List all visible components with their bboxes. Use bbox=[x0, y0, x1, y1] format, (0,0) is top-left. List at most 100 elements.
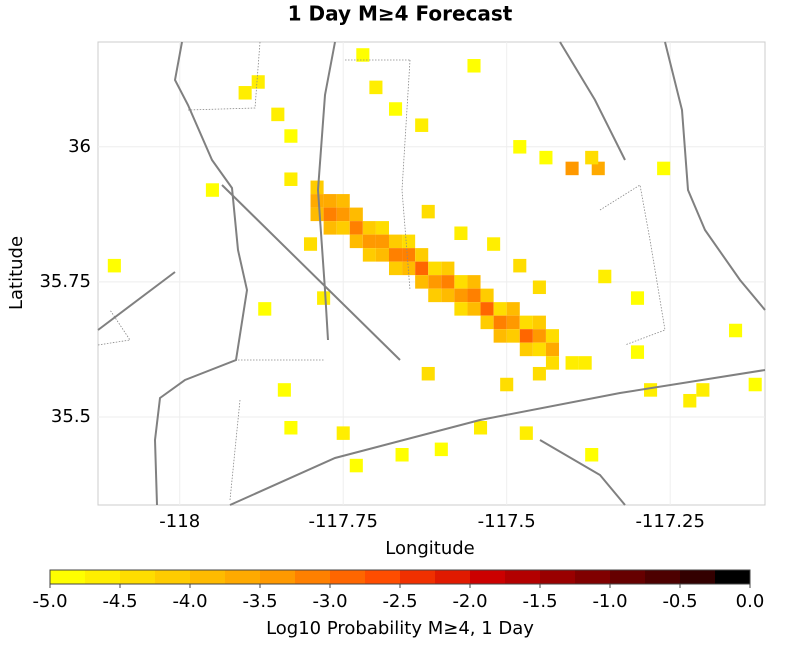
cell bbox=[362, 234, 376, 249]
cell bbox=[303, 237, 318, 251]
cell bbox=[493, 302, 507, 316]
cell bbox=[748, 377, 762, 392]
cell bbox=[454, 275, 468, 289]
cell bbox=[696, 383, 710, 397]
cell bbox=[480, 315, 494, 330]
cells bbox=[98, 42, 765, 505]
y-tick-label: 35.5 bbox=[51, 406, 91, 427]
cell bbox=[375, 234, 389, 249]
cell bbox=[506, 315, 520, 330]
cell bbox=[375, 248, 389, 262]
cell bbox=[487, 237, 501, 251]
cell bbox=[323, 207, 337, 222]
colorbar-tick-label: -1.0 bbox=[592, 591, 627, 612]
x-axis-label: Longitude bbox=[385, 538, 475, 559]
colorbar-tick-label: -1.5 bbox=[522, 591, 557, 612]
cell bbox=[598, 269, 612, 284]
cell bbox=[467, 288, 481, 303]
cell bbox=[362, 248, 376, 262]
cell bbox=[369, 80, 383, 95]
cell bbox=[388, 261, 403, 276]
cell bbox=[421, 366, 435, 381]
cell bbox=[480, 302, 494, 316]
cell bbox=[258, 302, 272, 316]
colorbar-segment bbox=[155, 570, 191, 584]
cell bbox=[375, 221, 389, 235]
cell bbox=[284, 420, 298, 435]
colorbar-segment bbox=[680, 570, 716, 584]
colorbar-segment bbox=[330, 570, 366, 584]
cell bbox=[565, 356, 579, 370]
cell bbox=[441, 288, 455, 303]
cell bbox=[349, 207, 363, 222]
colorbar-segment bbox=[190, 570, 226, 584]
cell bbox=[284, 129, 298, 143]
cell bbox=[428, 261, 442, 276]
cell bbox=[532, 329, 546, 343]
cell bbox=[310, 207, 324, 222]
cell bbox=[729, 323, 743, 338]
cell bbox=[532, 342, 546, 357]
cell bbox=[428, 288, 442, 303]
cell bbox=[500, 377, 514, 392]
colorbar-segment bbox=[470, 570, 506, 584]
cell bbox=[323, 194, 337, 208]
colorbar-segment bbox=[365, 570, 401, 584]
cell bbox=[421, 204, 435, 219]
x-tick-label: -117.75 bbox=[308, 511, 377, 532]
cell bbox=[467, 275, 481, 289]
cell bbox=[657, 161, 671, 176]
colorbar-segment bbox=[610, 570, 646, 584]
cell bbox=[415, 118, 429, 132]
cell bbox=[317, 291, 331, 305]
colorbar-segment bbox=[225, 570, 261, 584]
cell bbox=[251, 75, 265, 89]
cell bbox=[428, 275, 442, 289]
cell bbox=[519, 329, 533, 343]
cell bbox=[388, 248, 403, 262]
cell bbox=[513, 258, 527, 273]
cell bbox=[388, 234, 403, 249]
cell bbox=[362, 221, 376, 235]
colorbar-segment bbox=[295, 570, 331, 584]
x-tick-label: -118 bbox=[159, 511, 200, 532]
cell bbox=[578, 356, 592, 370]
cell bbox=[493, 329, 507, 343]
cell bbox=[284, 172, 298, 186]
cell bbox=[441, 261, 455, 276]
colorbar-segment bbox=[540, 570, 576, 584]
cell bbox=[107, 258, 121, 273]
cell bbox=[480, 288, 494, 303]
cell bbox=[454, 226, 468, 241]
colorbar-segment bbox=[575, 570, 611, 584]
cell bbox=[519, 315, 533, 330]
cell bbox=[336, 426, 350, 440]
cell bbox=[402, 261, 416, 276]
colorbar-segment bbox=[505, 570, 541, 584]
cell bbox=[630, 291, 645, 305]
cell bbox=[415, 275, 429, 289]
cell bbox=[356, 48, 370, 62]
cell bbox=[519, 342, 533, 357]
cell bbox=[336, 207, 350, 222]
colorbar-tick-label: 0.0 bbox=[736, 591, 765, 612]
faults bbox=[97, 41, 766, 506]
cell bbox=[493, 315, 507, 330]
cell bbox=[454, 302, 468, 316]
cell bbox=[591, 161, 605, 176]
cell bbox=[349, 221, 363, 235]
colorbar-tick-label: -4.0 bbox=[172, 591, 207, 612]
cell bbox=[474, 420, 488, 435]
y-tick-label: 36 bbox=[68, 136, 91, 157]
y-tick-label: 35.75 bbox=[39, 271, 91, 292]
colorbar-tick-label: -3.0 bbox=[312, 591, 347, 612]
cell bbox=[506, 329, 520, 343]
cell bbox=[441, 275, 455, 289]
cell bbox=[545, 329, 560, 343]
colorbar-tick-label: -4.5 bbox=[102, 591, 137, 612]
cell bbox=[532, 315, 546, 330]
cell bbox=[545, 342, 560, 357]
cell bbox=[519, 426, 533, 440]
cell bbox=[310, 194, 324, 208]
cell bbox=[388, 102, 403, 116]
